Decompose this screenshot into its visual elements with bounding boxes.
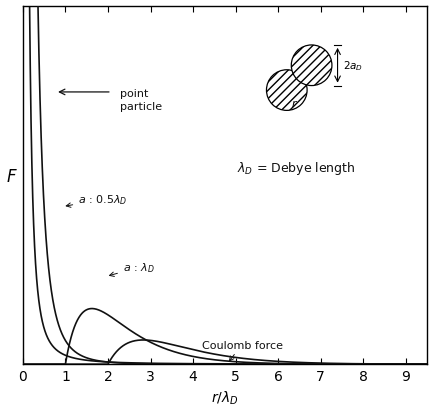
Text: $a$ : $\lambda_D$: $a$ : $\lambda_D$: [109, 261, 155, 277]
Circle shape: [266, 71, 307, 111]
Text: Coulomb force: Coulomb force: [201, 340, 283, 361]
X-axis label: $r/\lambda_D$: $r/\lambda_D$: [211, 389, 239, 406]
Circle shape: [291, 46, 332, 86]
Text: point
particle: point particle: [120, 89, 162, 112]
Text: $2a_D$: $2a_D$: [343, 59, 363, 73]
Y-axis label: F: F: [7, 168, 16, 185]
Text: $a$ : 0.5$\lambda_D$: $a$ : 0.5$\lambda_D$: [66, 193, 128, 208]
Text: $\lambda_D$ = Debye length: $\lambda_D$ = Debye length: [237, 159, 355, 176]
Text: $r$: $r$: [291, 98, 298, 109]
